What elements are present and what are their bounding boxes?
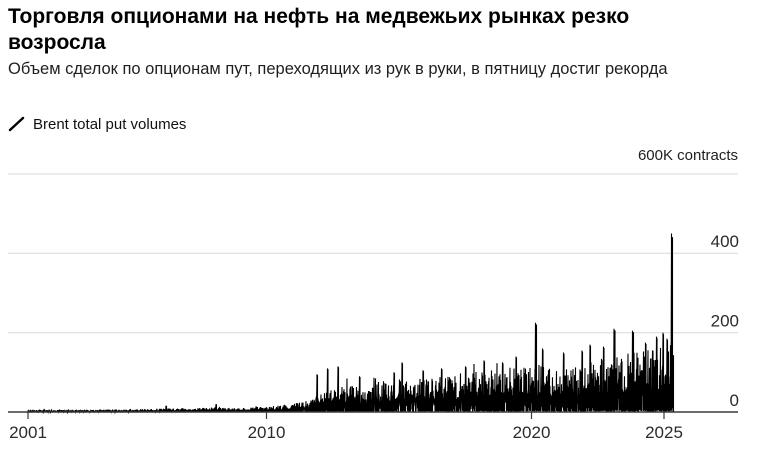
chart-title: Торговля опционами на нефть на медвежьих…	[8, 5, 630, 54]
x-tick-label-2025: 2025	[645, 423, 683, 442]
x-tick-label-2001: 2001	[9, 423, 47, 442]
legend-label: Brent total put volumes	[33, 115, 187, 133]
y-tick-label-400: 400	[711, 232, 739, 251]
x-tick-label-2010: 2010	[248, 423, 286, 442]
series-brent-total-put-volumes	[27, 233, 675, 415]
chart-subtitle: Объем сделок по опционам пут, переходящи…	[8, 60, 668, 78]
y-tick-label-200: 200	[711, 312, 739, 331]
y-tick-label-0: 0	[730, 391, 739, 410]
chart-plot: 400 200 0 2001 2010 2020 2025	[8, 173, 739, 442]
y-axis-unit-label: 600K contracts	[637, 147, 738, 164]
x-tick-label-2020: 2020	[513, 423, 551, 442]
legend: Brent total put volumes	[8, 115, 186, 133]
line-series-slash-icon	[8, 116, 25, 132]
